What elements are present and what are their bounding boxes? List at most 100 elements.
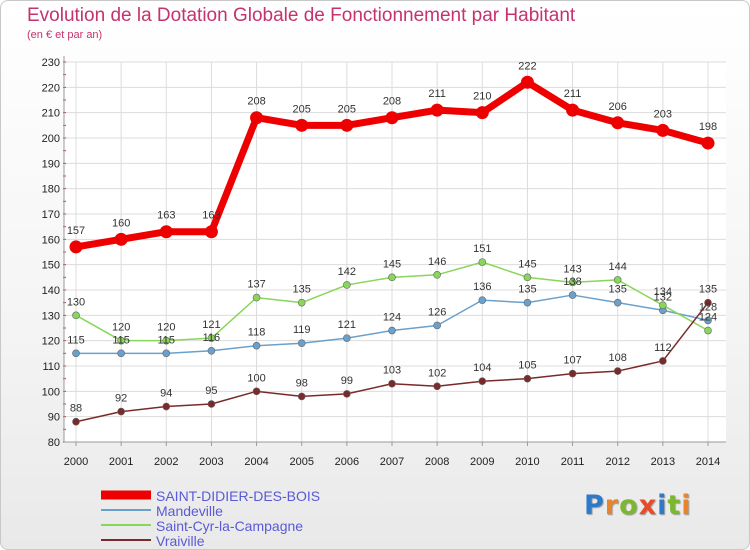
series-point: [343, 334, 351, 342]
data-label: 116: [203, 332, 221, 344]
series-point: [523, 374, 532, 383]
series-point: [297, 339, 306, 348]
series-point: [704, 316, 712, 325]
data-label: 105: [518, 360, 536, 372]
x-tick-label: 2007: [380, 456, 404, 468]
series-point: [520, 75, 534, 89]
data-label: 146: [428, 256, 446, 268]
logo-letter: o: [619, 490, 639, 521]
data-label: 137: [247, 279, 265, 291]
series-point: [433, 382, 441, 391]
legend-label: Mandeville: [156, 503, 223, 519]
series-point: [388, 379, 396, 388]
y-tick-label: 170: [42, 209, 60, 221]
y-tick-label: 90: [48, 412, 60, 424]
data-label: 138: [563, 276, 581, 288]
data-label: 120: [112, 322, 130, 334]
data-label: 203: [654, 108, 672, 120]
series-point: [207, 400, 216, 408]
data-label: 99: [341, 375, 353, 387]
y-tick-label: 220: [42, 82, 60, 94]
data-label: 143: [563, 263, 581, 275]
data-label: 210: [473, 91, 491, 103]
data-label: 135: [609, 284, 627, 296]
data-label: 163: [202, 210, 220, 222]
series-point: [433, 321, 441, 330]
data-label: 103: [383, 365, 401, 377]
series-point: [566, 103, 580, 117]
series-layer: [69, 75, 715, 426]
data-label: 115: [112, 334, 130, 346]
y-tick-label: 110: [42, 361, 60, 373]
series-point: [252, 387, 261, 396]
data-label: 208: [247, 96, 265, 108]
y-tick-label: 140: [42, 285, 60, 297]
data-label: 121: [338, 319, 356, 331]
data-label: 151: [473, 243, 491, 255]
series-point: [297, 298, 306, 307]
series-point: [252, 341, 261, 350]
series-point: [295, 118, 309, 132]
axes: 8090100110120130140150160170180190200210…: [42, 56, 726, 468]
proxiti-logo: Proxiti: [584, 490, 692, 521]
data-label: 145: [518, 258, 536, 270]
x-tick-label: 2001: [109, 456, 133, 468]
data-label: 135: [699, 284, 717, 296]
data-label: 135: [293, 284, 311, 296]
series-point: [659, 357, 667, 365]
series-point: [430, 103, 444, 117]
data-label: 128: [699, 301, 717, 313]
logo-letter: P: [584, 490, 605, 521]
x-tick-label: 2006: [335, 456, 359, 468]
series-point: [478, 258, 487, 266]
y-tick-label: 190: [42, 158, 60, 170]
x-tick-label: 2004: [244, 456, 268, 468]
data-label: 145: [383, 258, 401, 270]
series-point: [701, 136, 715, 150]
x-tick-label: 2000: [64, 456, 88, 468]
data-label: 160: [112, 217, 130, 229]
logo-letter: t: [667, 490, 682, 521]
data-label: 206: [609, 101, 627, 113]
legend-label: Vraiville: [156, 533, 205, 549]
series-point: [72, 349, 80, 358]
series-point: [72, 311, 80, 320]
data-label: 121: [202, 319, 220, 331]
data-label: 132: [654, 291, 672, 303]
data-label: 124: [699, 312, 717, 324]
data-label: 112: [654, 342, 672, 354]
series-point: [207, 334, 216, 342]
y-tick-label: 80: [48, 437, 60, 449]
data-label: 130: [67, 296, 85, 308]
series-point: [117, 349, 125, 358]
data-label: 107: [563, 355, 581, 367]
data-label: 208: [383, 96, 401, 108]
series-point: [162, 402, 171, 411]
data-label: 222: [518, 60, 536, 72]
data-label: 119: [293, 324, 311, 336]
data-label: 157: [67, 225, 85, 237]
x-tick-label: 2014: [696, 456, 720, 468]
series-point: [659, 301, 667, 310]
series-point: [613, 298, 622, 307]
data-label: 144: [609, 261, 627, 273]
data-label: 115: [67, 334, 85, 346]
data-label: 198: [699, 121, 717, 133]
series-point: [69, 240, 83, 254]
series-point: [162, 349, 171, 358]
y-tick-label: 200: [42, 133, 60, 145]
series-point: [478, 377, 487, 386]
data-label: 211: [564, 88, 582, 100]
series-point: [388, 273, 396, 282]
series-point: [204, 225, 218, 239]
y-tick-label: 230: [42, 57, 60, 69]
data-label: 126: [428, 306, 446, 318]
series-point: [613, 367, 622, 375]
series-point: [114, 232, 128, 246]
series-point: [478, 296, 487, 304]
data-label: 102: [428, 367, 446, 379]
series-point: [340, 118, 354, 132]
logo-letter: r: [604, 490, 620, 521]
data-label: 120: [157, 322, 175, 334]
